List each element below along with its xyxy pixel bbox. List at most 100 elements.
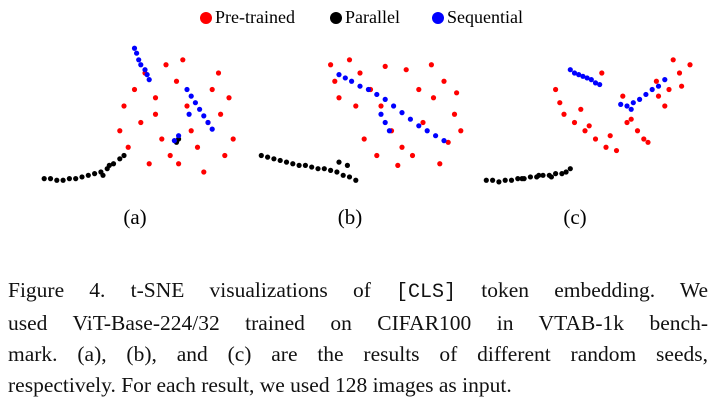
point (624, 119, 630, 126)
point (527, 174, 534, 180)
point (66, 176, 72, 182)
point (553, 171, 559, 177)
point (496, 179, 502, 185)
point (136, 57, 142, 63)
point (441, 78, 447, 84)
point (332, 78, 338, 84)
point (592, 136, 599, 142)
point (618, 101, 624, 107)
point (409, 152, 416, 159)
point (386, 128, 392, 134)
point (548, 174, 555, 180)
point (653, 78, 660, 84)
point (144, 72, 150, 78)
point (302, 162, 308, 168)
point (582, 128, 588, 134)
panel-label: (a) (123, 205, 146, 229)
point (315, 166, 321, 172)
point (121, 152, 127, 159)
caption-text: Figure 4. t-SNE visualizations of (8, 278, 371, 302)
point (515, 176, 521, 182)
point (403, 67, 409, 73)
point (184, 86, 190, 93)
point (336, 95, 342, 101)
point (309, 164, 315, 170)
point (649, 86, 655, 93)
point (131, 86, 138, 93)
point (620, 93, 626, 99)
point (603, 144, 609, 150)
point (226, 95, 232, 101)
point (265, 154, 271, 160)
point (458, 128, 464, 134)
caption-line: Figure 4. t-SNE visualizations of [CLS] … (8, 275, 708, 308)
point (662, 103, 668, 109)
point (336, 72, 342, 78)
point (138, 119, 144, 126)
point (676, 70, 683, 76)
point (553, 86, 559, 93)
point (378, 111, 384, 117)
point (382, 63, 388, 69)
point (176, 133, 182, 139)
panel-label: (b) (338, 205, 363, 229)
point (645, 139, 651, 145)
point (357, 83, 363, 89)
point (79, 174, 85, 180)
point (209, 86, 215, 93)
point (437, 161, 443, 167)
point (441, 138, 447, 144)
point (125, 144, 131, 150)
point (184, 103, 190, 109)
point (687, 62, 693, 68)
point (430, 95, 437, 101)
point (215, 70, 222, 76)
point (637, 96, 643, 102)
point (508, 177, 515, 183)
point (194, 144, 201, 150)
point (346, 57, 353, 63)
point (567, 166, 573, 172)
point (353, 103, 359, 109)
point (374, 91, 380, 98)
point (445, 139, 451, 145)
caption: Figure 4. t-SNE visualizations of [CLS] … (8, 275, 708, 401)
point (391, 103, 397, 109)
point (134, 50, 140, 56)
point (483, 177, 489, 183)
point (218, 111, 224, 117)
point (73, 176, 79, 182)
point (283, 159, 290, 165)
point (340, 172, 346, 178)
point (519, 176, 525, 182)
point (188, 128, 194, 134)
point (41, 176, 47, 182)
point (201, 113, 207, 119)
point (176, 161, 182, 167)
point (599, 70, 605, 76)
point (643, 91, 649, 98)
caption-line: respectively. For each result, we used 1… (8, 373, 512, 397)
point (607, 133, 613, 139)
point (428, 62, 434, 68)
point (382, 119, 388, 126)
point (321, 166, 327, 172)
point (353, 177, 359, 183)
point (344, 162, 350, 168)
point (54, 177, 60, 183)
point (100, 172, 106, 178)
point (536, 172, 542, 178)
point (271, 156, 277, 162)
legend-marker (330, 12, 342, 24)
point (152, 111, 159, 117)
point (361, 136, 367, 142)
point (142, 67, 148, 73)
point (586, 123, 592, 129)
point (60, 177, 66, 183)
point (110, 161, 117, 167)
point (540, 172, 546, 178)
point (365, 86, 371, 93)
point (85, 172, 91, 178)
caption-text: token embedding. We (481, 278, 709, 302)
